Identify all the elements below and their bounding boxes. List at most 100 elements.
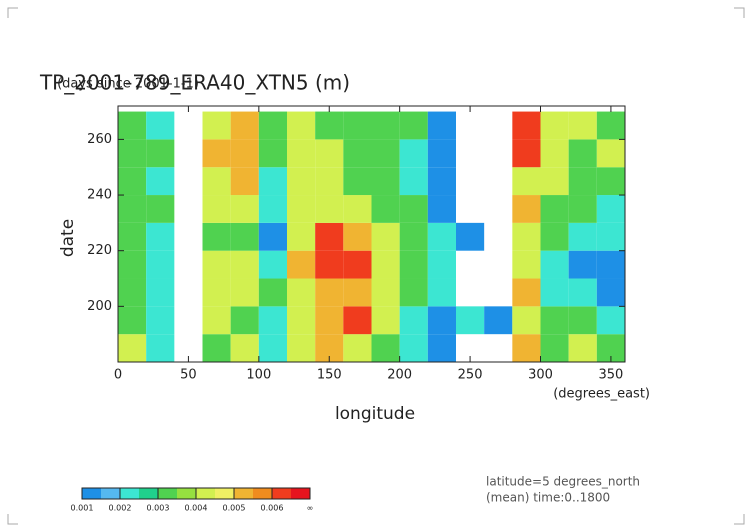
contour-cell — [118, 306, 147, 335]
contour-cell — [540, 222, 569, 251]
contour-cell — [118, 111, 147, 140]
contour-cell — [540, 195, 569, 223]
x-tick-label: 100 — [246, 368, 271, 383]
contour-cell — [427, 334, 456, 362]
contour-cell — [230, 139, 259, 168]
contour-cell — [596, 167, 625, 196]
contour-cell — [118, 195, 147, 223]
contour-cell — [202, 222, 231, 251]
colorbar-swatch — [234, 488, 253, 499]
contour-cell — [118, 250, 147, 279]
colorbar-swatch — [196, 488, 215, 499]
contour-cell — [202, 250, 231, 279]
colorbar-label: 0.004 — [185, 504, 208, 513]
contour-cell — [202, 139, 231, 168]
contour-cell — [540, 306, 569, 335]
corner-mark — [7, 7, 18, 18]
contour-cell — [540, 111, 569, 140]
contour-cell — [287, 195, 316, 223]
contour-cell — [287, 306, 316, 335]
contour-cell — [343, 195, 372, 223]
contour-cell — [315, 111, 344, 140]
contour-cell — [258, 250, 287, 279]
plot-frame — [117, 105, 626, 363]
contour-cell — [512, 250, 541, 279]
contour-cell — [568, 334, 597, 362]
contour-cell — [230, 222, 259, 251]
contour-cell — [202, 167, 231, 196]
contour-cell — [427, 139, 456, 168]
contour-cell — [202, 195, 231, 223]
colorbar-label: ∞ — [307, 504, 314, 513]
contour-cell — [118, 167, 147, 196]
contour-cell — [540, 250, 569, 279]
contour-cell — [315, 167, 344, 196]
contour-cell — [202, 111, 231, 140]
contour-cell — [399, 306, 428, 335]
x-axis-label: longitude — [335, 404, 415, 424]
colorbar-swatch — [82, 488, 101, 499]
contour-cell — [456, 112, 484, 140]
contour-cell — [540, 139, 569, 168]
contour-cell — [399, 195, 428, 223]
colorbar-label: 0.005 — [223, 504, 246, 513]
contour-cell — [512, 334, 541, 362]
contour-cell — [315, 222, 344, 251]
contour-cell — [174, 139, 202, 167]
contour-cell — [512, 195, 541, 223]
contour-cell — [174, 112, 202, 140]
contour-cell — [512, 306, 541, 335]
contour-cell — [540, 334, 569, 362]
contour-cell — [371, 334, 400, 362]
contour-cell — [343, 334, 372, 362]
x-tick-label: 350 — [599, 368, 624, 383]
contour-cell — [568, 222, 597, 251]
x-units: (degrees_east) — [553, 387, 650, 402]
contour-cell — [315, 139, 344, 168]
contour-cell — [230, 278, 259, 307]
contour-cell — [287, 139, 316, 168]
contour-cell — [371, 111, 400, 140]
note: (mean) time:0..1800 — [486, 491, 610, 505]
chart-title: TP_2001-789_ERA40_XTN5 (m) — [39, 71, 350, 95]
contour-cell — [512, 139, 541, 168]
contour-cell — [484, 167, 512, 195]
contour-cell — [456, 306, 485, 335]
contour-cell — [596, 195, 625, 223]
contour-cell — [512, 111, 541, 140]
x-tick-label: 300 — [528, 368, 553, 383]
contour-cell — [427, 278, 456, 307]
contour-cell — [146, 278, 175, 307]
contour-cell — [371, 306, 400, 335]
colorbar-swatch — [177, 488, 196, 499]
contour-cell — [258, 222, 287, 251]
contour-cell — [146, 195, 175, 223]
contour-cell — [371, 167, 400, 196]
contour-cell — [146, 139, 175, 168]
contour-cell — [399, 278, 428, 307]
y-tick-label: 200 — [87, 299, 112, 314]
contour-cell — [568, 250, 597, 279]
contour-cell — [258, 278, 287, 307]
contour-cell — [427, 167, 456, 196]
contour-cell — [568, 195, 597, 223]
x-tick-label: 250 — [458, 368, 483, 383]
corner-mark — [734, 7, 745, 18]
contour-cell — [258, 139, 287, 168]
contour-cell — [174, 195, 202, 223]
contour-cell — [118, 222, 147, 251]
contour-cell — [484, 139, 512, 167]
contour-cell — [427, 111, 456, 140]
contour-cell — [202, 306, 231, 335]
y-units: (days since 2001-1-1) — [57, 77, 199, 92]
x-tick-label: 150 — [317, 368, 342, 383]
x-tick-label: 50 — [180, 368, 197, 383]
contour-cell — [343, 167, 372, 196]
contour-cell — [230, 306, 259, 335]
y-tick-label: 260 — [87, 132, 112, 147]
contour-cell — [174, 223, 202, 251]
contour-cell — [596, 111, 625, 140]
colorbar-swatch — [291, 488, 310, 499]
contour-cell — [456, 279, 484, 307]
contour-cell — [399, 334, 428, 362]
